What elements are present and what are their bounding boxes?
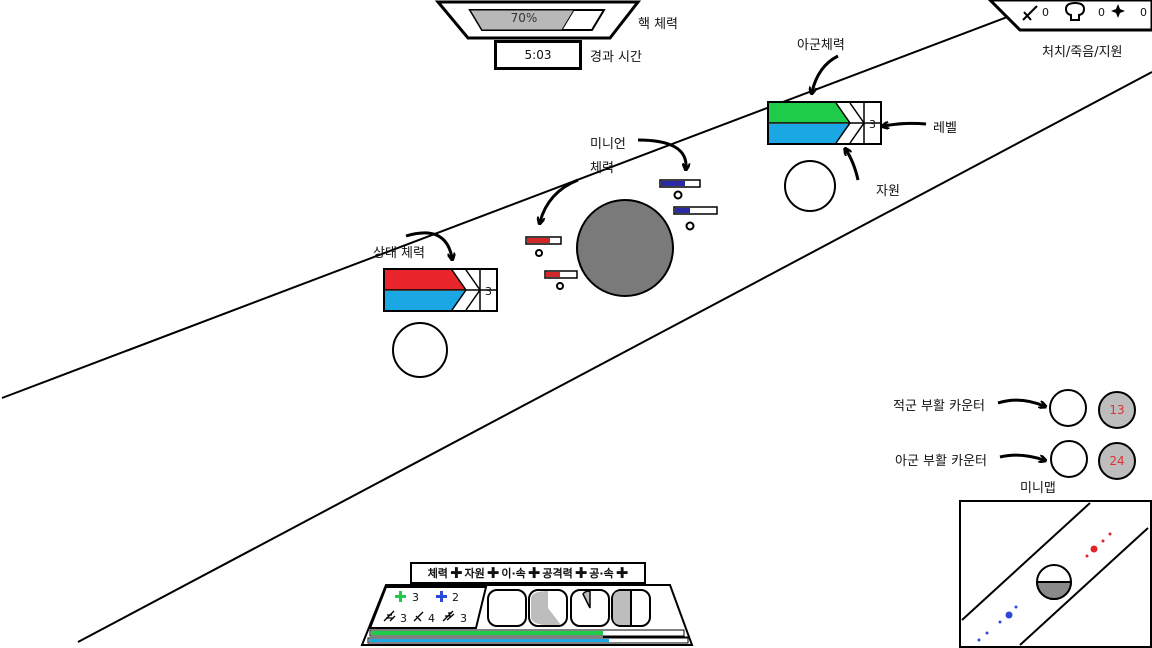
ally-minion[interactable] <box>659 179 701 200</box>
speed-stat-value: 3 <box>400 612 407 625</box>
ally-hp-bar <box>769 103 850 123</box>
core-hp-percent: 70% <box>510 11 538 25</box>
upgrade-attack-label: 공격력 <box>542 567 573 580</box>
assist-count: 0 <box>1140 6 1147 19</box>
enemy-hero[interactable] <box>392 322 448 378</box>
blue-plus-icon <box>436 591 447 602</box>
elapsed-time-label: 경과 시간 <box>590 50 642 65</box>
core-hp-frame <box>434 0 642 40</box>
skill-slot-1[interactable] <box>487 589 527 627</box>
green-plus-icon <box>395 591 406 602</box>
player-hp-bar <box>371 631 603 635</box>
ally-level: 3 <box>869 118 876 131</box>
sword-icon <box>1022 5 1038 21</box>
skill-slot-4[interactable] <box>611 589 651 627</box>
arrow-level <box>884 123 927 126</box>
minion-label: 미니언 <box>590 137 626 152</box>
level-label: 레벨 <box>933 121 957 136</box>
kda-label: 처치/죽음/지원 <box>1042 45 1123 60</box>
player-resource-bar <box>369 639 609 642</box>
enemy-respawn-slot <box>1049 389 1087 427</box>
upgrade-hp-button[interactable]: ✚ <box>449 563 463 582</box>
speed-icon <box>383 610 396 622</box>
skill-slot-2[interactable] <box>526 589 568 627</box>
minimap-label: 미니맵 <box>1020 481 1056 496</box>
arrow-ally-hp <box>812 54 839 92</box>
skill-slot-3[interactable] <box>570 589 610 627</box>
green-upgrade-count: 3 <box>412 591 419 604</box>
attack-icon <box>413 611 424 622</box>
upgrade-hp-label: 체력 <box>427 567 448 580</box>
enemy-hp-bar <box>385 270 466 290</box>
upgrade-resource-button[interactable]: ✚ <box>486 563 500 582</box>
attack-speed-icon <box>442 610 455 622</box>
ally-hero[interactable] <box>784 160 836 212</box>
arrow-enemy-hp <box>405 231 452 258</box>
arrow-minion-hp-right <box>637 138 686 168</box>
minimap[interactable] <box>959 500 1152 648</box>
enemy-resource-bar <box>385 291 466 310</box>
kill-count: 0 <box>1042 6 1049 19</box>
death-count: 0 <box>1098 6 1105 19</box>
blue-upgrade-count: 2 <box>452 591 459 604</box>
arrow-resource <box>846 150 860 181</box>
arrow-enemy-respawn <box>997 398 1044 406</box>
ally-respawn-counter: 24 <box>1098 442 1136 480</box>
lane-edge-bottom <box>77 71 1152 643</box>
lane-edge-top <box>1 0 1053 399</box>
arrow-minion-hp-left <box>540 178 579 222</box>
elapsed-timer: 5:03 <box>494 40 582 70</box>
ally-resource-bar <box>769 124 850 143</box>
skull-icon <box>1064 1 1086 21</box>
attack-speed-stat-value: 3 <box>460 612 467 625</box>
assist-icon <box>1111 4 1125 18</box>
resource-label: 자원 <box>876 184 900 199</box>
core-hp-fill <box>469 9 575 31</box>
ally-respawn-slot <box>1050 440 1088 478</box>
upgrade-resource-label: 자원 <box>464 567 485 580</box>
ally-hp-label: 아군체력 <box>797 38 845 53</box>
ally-respawn-label: 아군 부활 카운터 <box>895 454 987 469</box>
upgrade-attack-speed-button[interactable]: ✚ <box>615 563 629 582</box>
enemy-minion[interactable] <box>525 236 562 257</box>
upgrade-move-speed-button[interactable]: ✚ <box>527 563 541 582</box>
enemy-hero-status-frame <box>383 268 498 312</box>
arrow-ally-respawn <box>999 453 1044 460</box>
enemy-respawn-label: 적군 부활 카운터 <box>893 399 985 414</box>
enemy-hp-label: 상대 체력 <box>373 246 425 261</box>
minion-hp-label: 체력 <box>590 161 614 176</box>
upgrade-attack-button[interactable]: ✚ <box>574 563 588 582</box>
upgrade-attack-speed-label: 공·속 <box>589 567 614 580</box>
ally-hero-status-frame <box>767 101 882 145</box>
core-hp-label: 핵 체력 <box>638 17 679 32</box>
upgrade-move-speed-label: 이·속 <box>501 567 526 580</box>
enemy-level: 3 <box>485 285 492 298</box>
enemy-minion[interactable] <box>544 270 578 290</box>
ally-minion[interactable] <box>673 206 718 231</box>
center-core[interactable] <box>576 199 674 297</box>
enemy-respawn-counter: 13 <box>1098 391 1136 429</box>
attack-stat-value: 4 <box>428 612 435 625</box>
upgrade-bar: 체력 ✚ 자원 ✚ 이·속 ✚ 공격력 ✚ 공·속 ✚ <box>410 562 646 584</box>
